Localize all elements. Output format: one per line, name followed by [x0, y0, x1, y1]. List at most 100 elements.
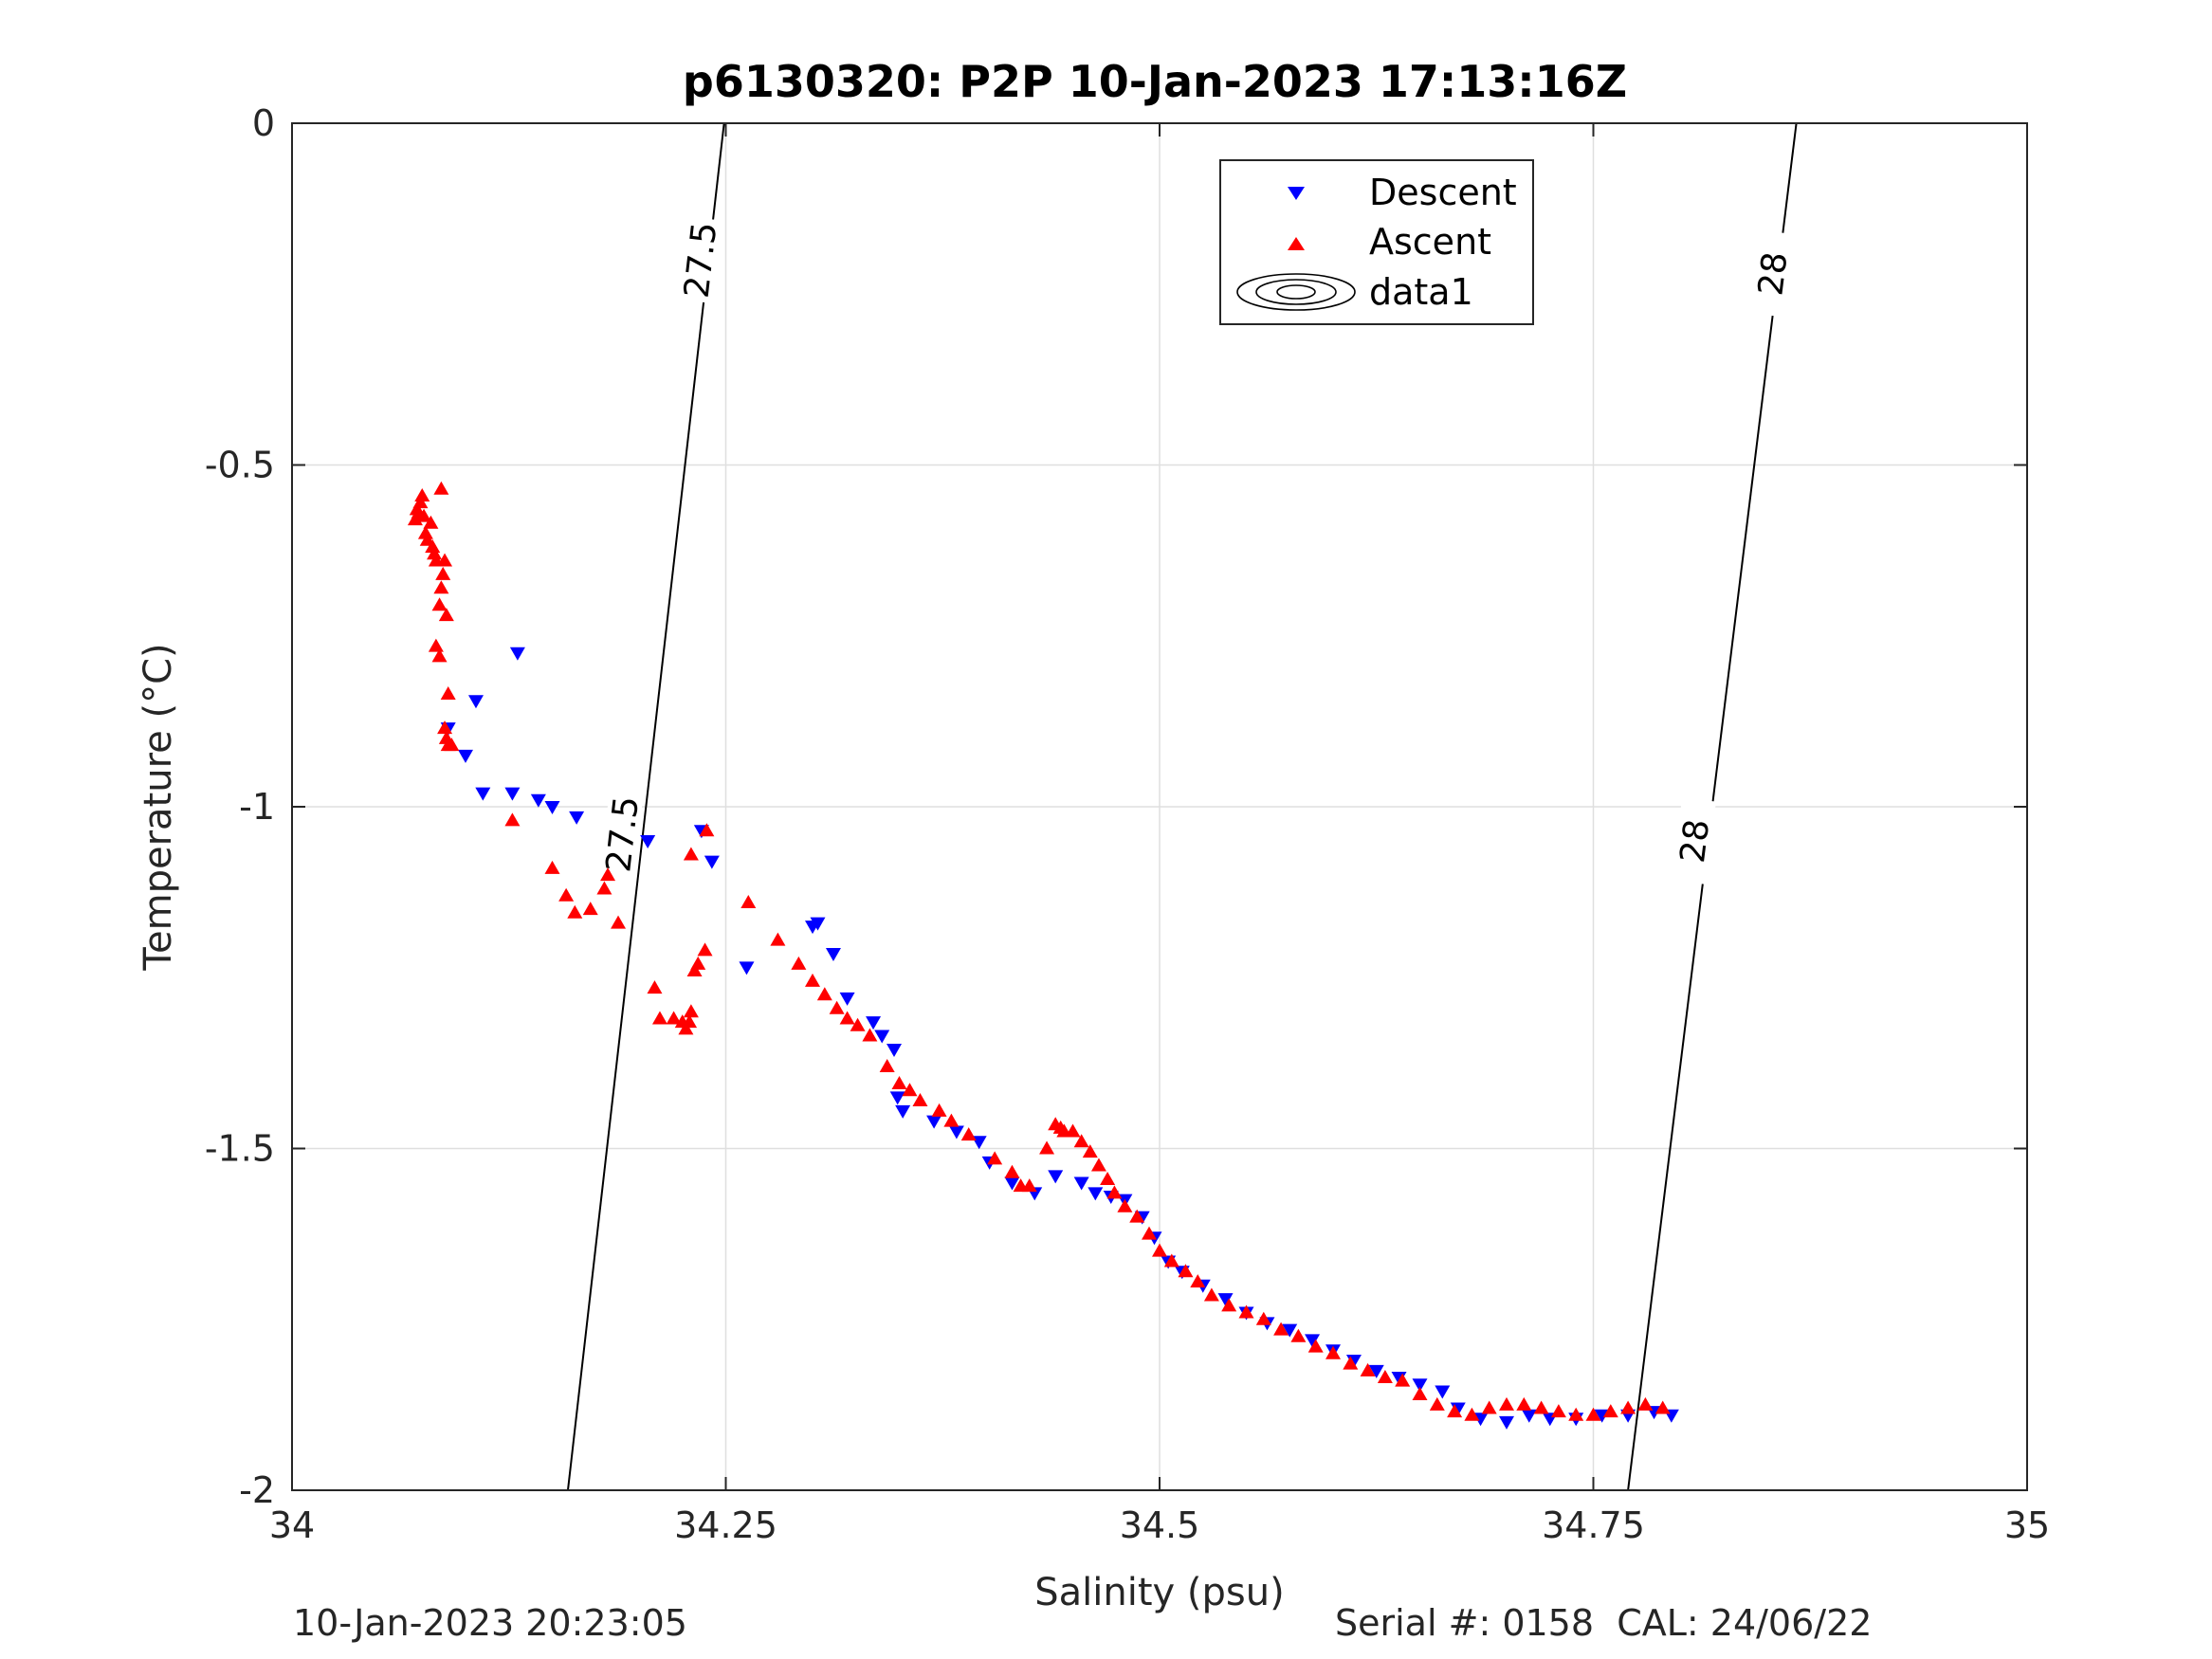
ascent-point: [740, 894, 757, 908]
ascent-point: [682, 1014, 698, 1029]
descent-point: [839, 992, 855, 1006]
ascent-point: [791, 956, 807, 970]
ascent-point: [1412, 1387, 1428, 1401]
x-tick-label: 35: [2004, 1504, 2050, 1546]
ascent-point: [1203, 1287, 1219, 1302]
descent-point: [1368, 1364, 1384, 1378]
ascent-point: [504, 812, 521, 827]
ascent-point: [1152, 1243, 1167, 1257]
descent-point: [475, 787, 491, 801]
descent-point: [1217, 1293, 1234, 1307]
descent-point: [1499, 1415, 1514, 1430]
x-tick-label: 34: [269, 1504, 315, 1546]
ascent-point: [839, 1011, 855, 1025]
ascent-point: [1178, 1264, 1194, 1278]
ascent-point: [437, 553, 453, 567]
ascent-point: [690, 956, 706, 970]
ascent-point: [862, 1028, 878, 1042]
ascent-point: [1221, 1298, 1237, 1312]
descent-point: [530, 793, 546, 808]
ascent-point: [1100, 1171, 1116, 1185]
ascent-point: [433, 580, 449, 594]
ascent-point: [1654, 1400, 1671, 1414]
contour-label-mask: [1749, 229, 1795, 318]
x-tick-label: 34.75: [1542, 1504, 1645, 1546]
descent-point: [874, 1030, 890, 1044]
x-axis-label: Salinity (psu): [1034, 1571, 1284, 1614]
ascent-point: [1065, 1123, 1081, 1138]
axis-ticks: 34 34.25 34.5 34.75 35 0 -0.5 -1 -1.5 -2: [205, 102, 2050, 1546]
descent-point: [1305, 1334, 1321, 1348]
ascent-point: [427, 546, 443, 560]
ascent-point: [805, 973, 820, 987]
ascent-point: [1190, 1274, 1206, 1288]
contour-label: 28: [1673, 817, 1717, 865]
legend-data1-label: data1: [1369, 271, 1473, 313]
ascent-point: [960, 1127, 977, 1141]
ascent-point: [1550, 1404, 1566, 1418]
descent-point: [504, 787, 521, 801]
ascent-point: [829, 1000, 845, 1014]
ascent-series: [407, 481, 1671, 1421]
descent-point: [1004, 1176, 1020, 1191]
ascent-point: [1255, 1311, 1271, 1325]
contour-label: 27.5: [599, 794, 647, 874]
ascent-point: [931, 1103, 947, 1117]
ascent-point: [433, 481, 449, 495]
ascent-point: [987, 1151, 1003, 1165]
ascent-point: [412, 495, 429, 509]
ascent-point: [544, 860, 560, 874]
ascent-point: [697, 942, 713, 957]
descent-point: [1282, 1323, 1298, 1338]
ascent-point: [678, 1021, 694, 1035]
descent-point: [948, 1125, 964, 1139]
ascent-point: [596, 881, 612, 895]
ascent-point: [683, 1004, 699, 1018]
ascent-point: [1090, 1158, 1106, 1172]
ascent-point: [416, 508, 432, 522]
y-tick-label: 0: [252, 102, 275, 144]
ascent-point: [1238, 1304, 1254, 1319]
legend: Descent Ascent data1: [1219, 159, 1534, 325]
ascent-point: [943, 1113, 960, 1127]
legend-box: [1219, 159, 1534, 325]
legend-ascent-label: Ascent: [1369, 221, 1491, 263]
ascent-point: [816, 987, 832, 1001]
y-axis-label: Temperature (°C): [137, 643, 180, 971]
contour-label: 28: [1751, 250, 1795, 298]
legend-ascent-marker: [1288, 237, 1305, 250]
ascent-point: [407, 512, 423, 526]
descent-point: [544, 801, 560, 814]
descent-point: [887, 1043, 903, 1057]
ascent-point: [417, 525, 433, 539]
ascent-point: [1325, 1345, 1341, 1359]
ascent-point: [1273, 1322, 1289, 1336]
descent-point: [458, 749, 473, 763]
y-tick-label: -0.5: [205, 445, 275, 486]
contour-label-mask: [1672, 797, 1716, 884]
ascent-point: [1620, 1400, 1636, 1414]
legend-contour-icon: [1236, 273, 1356, 311]
ascent-point: [1004, 1164, 1020, 1178]
ascent-point: [435, 566, 451, 580]
contour-line: [566, 122, 725, 1491]
ascent-point: [902, 1083, 918, 1097]
ascent-point: [1447, 1404, 1463, 1418]
ascent-point: [425, 539, 441, 554]
descent-point: [640, 835, 656, 849]
descent-point: [739, 961, 755, 975]
ascent-point: [686, 963, 703, 977]
ascent-point: [1082, 1144, 1098, 1158]
descent-point: [569, 811, 585, 825]
ascent-point: [770, 932, 786, 946]
y-tick-label: -1.5: [205, 1128, 275, 1170]
ascent-point: [1481, 1400, 1497, 1414]
descent-point: [1048, 1170, 1064, 1184]
ascent-point: [1585, 1407, 1601, 1421]
ascent-point: [850, 1017, 866, 1031]
ascent-point: [666, 1011, 682, 1025]
ascent-point: [1637, 1396, 1654, 1411]
footer-timestamp: 10-Jan-2023 20:23:05: [293, 1602, 687, 1644]
ascent-point: [1516, 1396, 1532, 1411]
